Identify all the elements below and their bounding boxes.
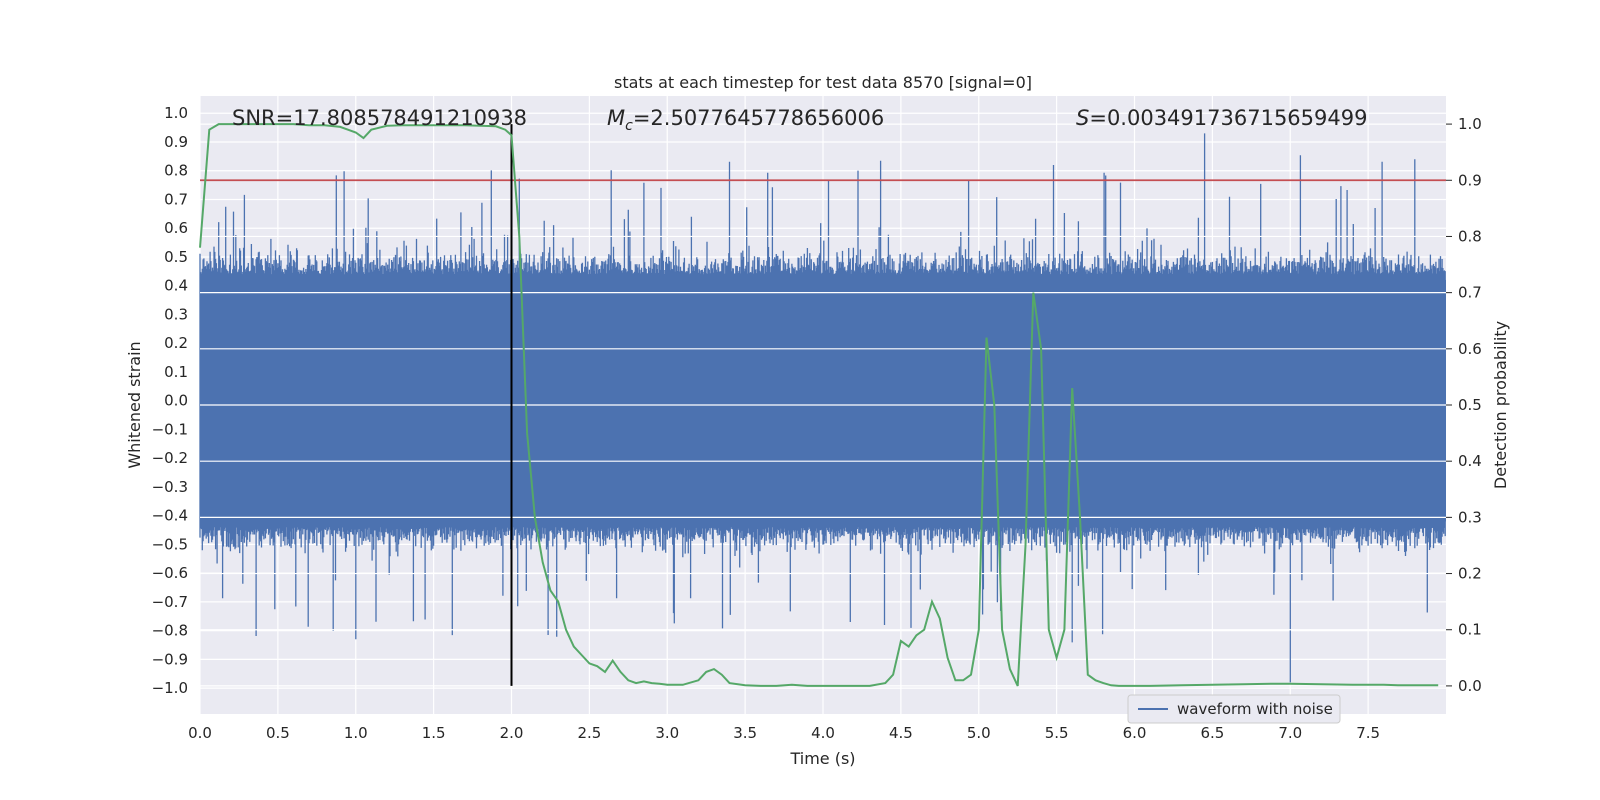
chirp-mass-subscript: c xyxy=(625,118,633,134)
y2-tick-label: 0.6 xyxy=(1458,340,1482,358)
y-tick-label: 0.2 xyxy=(164,334,188,352)
y2-tick-label: 0.7 xyxy=(1458,284,1482,302)
snr-annotation: SNR=17.808578491210938 xyxy=(232,106,527,130)
y-tick-label: −0.3 xyxy=(152,478,188,496)
chirp-mass-symbol: M xyxy=(607,106,625,130)
x-tick-label: 5.0 xyxy=(967,724,991,742)
y-tick-label: 0.5 xyxy=(164,248,188,266)
y-tick-label: −0.8 xyxy=(152,622,188,640)
x-tick-labels: 0.0 0.5 1.0 1.5 2.0 2.5 3.0 3.5 4.0 4.5 5.0 5.5 6.0 6… xyxy=(188,724,1380,742)
y-axis-label: Whitened strain xyxy=(125,341,144,468)
legend: waveform with noise xyxy=(1127,694,1341,724)
x-axis-label: Time (s) xyxy=(789,749,855,768)
y2-tick-label: 0.5 xyxy=(1458,396,1482,414)
y-tick-label: −0.6 xyxy=(152,564,188,582)
y2-tick-label: 0.9 xyxy=(1458,171,1482,189)
x-tick-label: 4.0 xyxy=(811,724,835,742)
y2-tick-label: 0.3 xyxy=(1458,508,1482,526)
y-tick-label: 0.7 xyxy=(164,190,188,208)
x-tick-label: 3.0 xyxy=(655,724,679,742)
y-tick-label: −0.5 xyxy=(152,535,188,553)
y-tick-label: 0.9 xyxy=(164,133,188,151)
x-tick-label: 2.0 xyxy=(500,724,524,742)
x-tick-label: 1.0 xyxy=(344,724,368,742)
y2-tick-label: 0.4 xyxy=(1458,452,1482,470)
y-tick-label: −0.1 xyxy=(152,420,188,438)
y-tick-label: 1.0 xyxy=(164,104,188,122)
y-tick-label: −0.7 xyxy=(152,593,188,611)
chart-title: stats at each timestep for test data 857… xyxy=(614,73,1032,92)
y2-tick-label: 0.1 xyxy=(1458,621,1482,639)
y2-tick-label: 0.8 xyxy=(1458,227,1482,245)
y-tick-label: −0.2 xyxy=(152,449,188,467)
s-annotation: S=0.003491736715659499 xyxy=(1076,106,1367,130)
x-tick-label: 2.5 xyxy=(577,724,601,742)
s-symbol: S xyxy=(1076,106,1089,130)
chirp-mass-value: =2.5077645778656006 xyxy=(633,106,884,130)
x-tick-label: 4.5 xyxy=(889,724,913,742)
y2-tick-label: 0.0 xyxy=(1458,677,1482,695)
y2-tick-labels: 0.0 0.1 0.2 0.3 0.4 0.5 0.6 0.7 0.8 0.9 1.0 xyxy=(1446,115,1482,695)
waveform-series xyxy=(199,133,1446,683)
legend-label-waveform: waveform with noise xyxy=(1177,700,1333,718)
y-tick-label: −0.9 xyxy=(152,650,188,668)
y2-tick-label: 0.2 xyxy=(1458,565,1482,583)
x-tick-label: 3.5 xyxy=(733,724,757,742)
x-tick-label: 6.0 xyxy=(1123,724,1147,742)
chirp-mass-annotation: Mc=2.5077645778656006 xyxy=(607,106,884,134)
y-tick-label: 0.0 xyxy=(164,392,188,410)
x-tick-label: 0.5 xyxy=(266,724,290,742)
y-tick-label: 0.3 xyxy=(164,305,188,323)
x-tick-label: 7.0 xyxy=(1278,724,1302,742)
x-tick-label: 5.5 xyxy=(1045,724,1069,742)
y2-tick-label: 1.0 xyxy=(1458,115,1482,133)
detection-probability-line xyxy=(199,123,1439,687)
x-tick-label: 1.5 xyxy=(422,724,446,742)
legend-box xyxy=(1127,694,1341,724)
y2-axis-label: Detection probability xyxy=(1491,321,1510,489)
x-tick-label: 6.5 xyxy=(1200,724,1224,742)
s-value: =0.003491736715659499 xyxy=(1089,106,1367,130)
x-tick-label: 7.5 xyxy=(1356,724,1380,742)
y-tick-label: 0.8 xyxy=(164,162,188,180)
y-tick-label: −1.0 xyxy=(152,679,188,697)
y-tick-labels: 1.0 0.9 0.8 0.7 0.6 0.5 0.4 0.3 0.2 0.1 0.0 −0.1 −0.… xyxy=(152,104,188,697)
y-tick-label: 0.4 xyxy=(164,277,188,295)
y-tick-label: 0.6 xyxy=(164,219,188,237)
x-tick-label: 0.0 xyxy=(188,724,212,742)
y-tick-label: −0.4 xyxy=(152,507,188,525)
y-tick-label: 0.1 xyxy=(164,363,188,381)
